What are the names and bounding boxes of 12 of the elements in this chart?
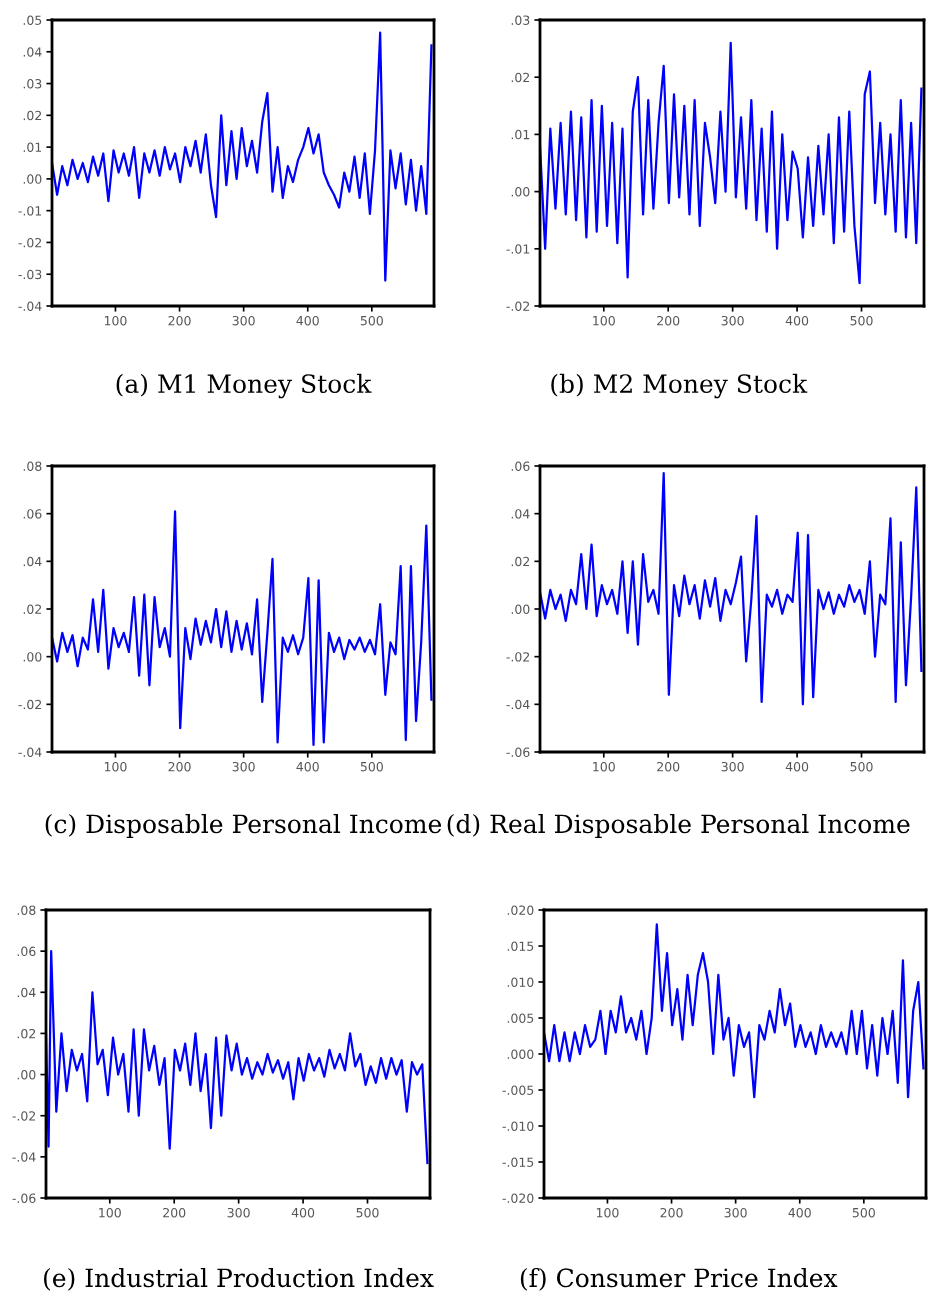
text: (e) Industrial Production Index xyxy=(44,1267,434,1291)
text: (b) M2 Money Stock xyxy=(551,373,808,399)
line-series xyxy=(540,41,923,285)
line-series xyxy=(52,510,433,746)
text: (f) Consumer Price Index xyxy=(520,1267,838,1291)
text: (d) Real Disposable Personal Income xyxy=(447,813,910,839)
line-series xyxy=(46,950,429,1165)
line-series xyxy=(544,923,925,1099)
text: (a) M1 Money Stock xyxy=(116,373,372,399)
line-series xyxy=(540,472,923,706)
line-series xyxy=(52,31,433,282)
text: (c) Disposable Personal Income xyxy=(45,813,442,839)
